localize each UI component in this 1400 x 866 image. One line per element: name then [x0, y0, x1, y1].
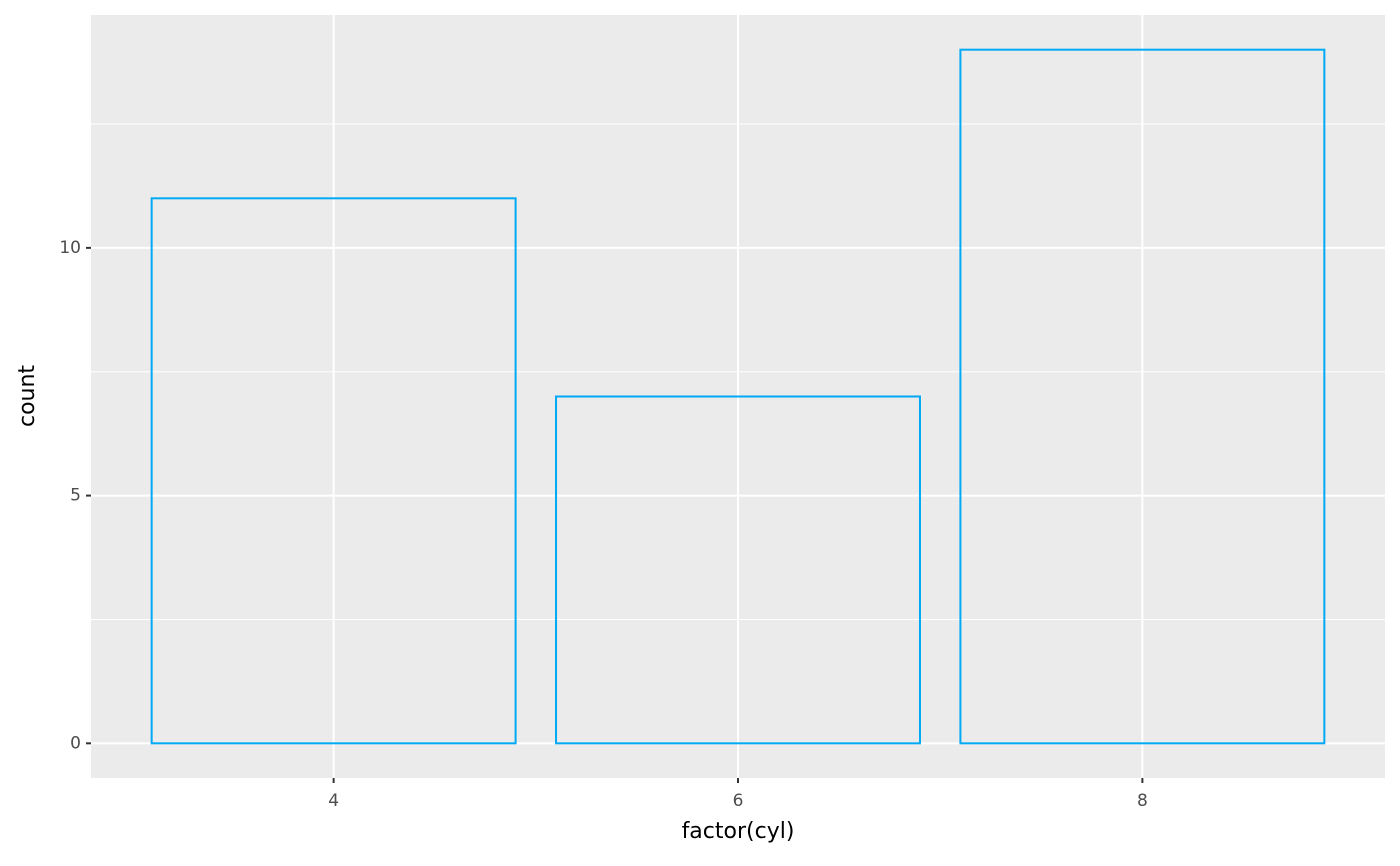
y-axis-title: count: [15, 365, 40, 427]
x-tick-label: 6: [733, 791, 744, 811]
bar: [555, 395, 921, 745]
y-tick-label: 10: [59, 238, 81, 258]
bar: [150, 197, 517, 745]
bar: [959, 48, 1326, 745]
y-tick-label: 0: [70, 733, 81, 753]
x-tick-label: 8: [1137, 791, 1148, 811]
x-tick-label: 4: [328, 791, 339, 811]
x-axis-title: factor(cyl): [682, 819, 795, 844]
y-tick-label: 5: [70, 486, 81, 506]
